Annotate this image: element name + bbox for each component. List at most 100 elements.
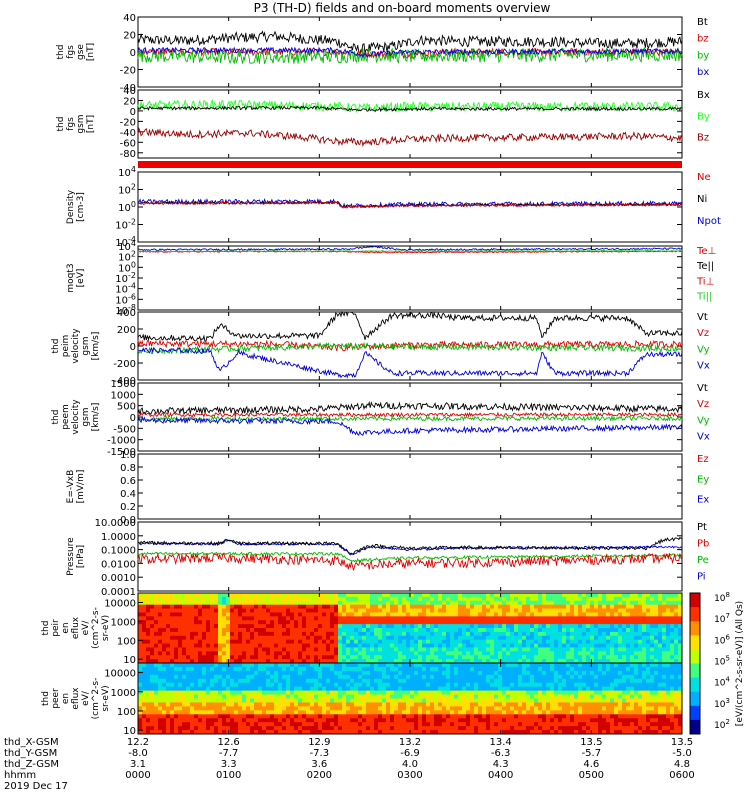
spectrogram-cell xyxy=(450,659,455,664)
spectrogram-cell xyxy=(186,593,191,598)
spectrogram-cell xyxy=(302,616,307,621)
spectrogram-cell xyxy=(214,631,219,637)
spectrogram-cell xyxy=(354,624,359,629)
spectrogram-cell xyxy=(530,655,535,660)
spectrogram-cell xyxy=(578,698,583,703)
spectrogram-cell xyxy=(262,698,267,703)
spectrogram-cell xyxy=(230,620,235,625)
spectrogram-cell xyxy=(614,643,619,648)
spectrogram-cell xyxy=(278,674,283,680)
spectrogram-cell xyxy=(358,666,363,672)
spectrogram-cell xyxy=(566,612,571,617)
spectrogram-cell xyxy=(322,666,327,672)
spectrogram-cell xyxy=(494,714,499,719)
spectrogram-cell xyxy=(482,718,487,723)
spectrogram-cell xyxy=(186,635,191,641)
spectrogram-cell xyxy=(378,620,383,625)
spectrogram-cell xyxy=(550,722,555,727)
spectrogram-cell xyxy=(362,710,367,715)
spectrogram-cell xyxy=(462,608,467,613)
spectrogram-cell xyxy=(470,722,475,727)
spectrogram-cell xyxy=(330,698,335,703)
spectrogram-cell xyxy=(242,690,247,695)
spectrogram-cell xyxy=(322,620,327,625)
spectrogram-cell xyxy=(482,651,487,656)
spectrogram-cell xyxy=(182,639,187,644)
spectrogram-cell xyxy=(242,628,247,633)
spectrogram-cell xyxy=(502,698,507,703)
spectrogram-cell xyxy=(386,659,391,664)
y-axis-label: sr-eV) xyxy=(101,615,111,641)
spectrogram-cell xyxy=(394,718,399,723)
spectrogram-cell xyxy=(606,643,611,648)
spectrogram-cell xyxy=(282,726,287,731)
spectrogram-cell xyxy=(342,616,347,621)
spectrogram-cell xyxy=(334,698,339,703)
spectrogram-cell xyxy=(642,655,647,660)
spectrogram-cell xyxy=(654,655,659,660)
spectrogram-cell xyxy=(310,655,315,660)
spectrogram-cell xyxy=(146,698,151,703)
spectrogram-cell xyxy=(378,678,383,684)
spectrogram-cell xyxy=(618,694,623,699)
spectrogram-cell xyxy=(638,624,643,629)
spectrogram-cell xyxy=(586,678,591,684)
spectrogram-cell xyxy=(602,608,607,613)
spectrogram-cell xyxy=(246,706,251,711)
spectrogram-cell xyxy=(322,659,327,664)
spectrogram-cell xyxy=(634,726,639,731)
y-tick-label: 0.6 xyxy=(120,476,136,487)
spectrogram-cell xyxy=(366,635,371,641)
spectrogram-cell xyxy=(446,682,451,688)
spectrogram-cell xyxy=(382,593,387,598)
spectrogram-cell xyxy=(278,663,283,668)
spectrogram-cell xyxy=(210,718,215,723)
spectrogram-cell xyxy=(582,718,587,723)
spectrogram-cell xyxy=(238,659,243,664)
spectrogram-cell xyxy=(374,718,379,723)
spectrogram-cell xyxy=(426,714,431,719)
spectrogram-cell xyxy=(218,616,223,621)
spectrogram-cell xyxy=(614,593,619,598)
spectrogram-cell xyxy=(418,616,423,621)
spectrogram-cell xyxy=(602,663,607,668)
spectrogram-cell xyxy=(250,631,255,637)
spectrogram-cell xyxy=(594,655,599,660)
spectrogram-cell xyxy=(470,647,475,652)
spectrogram-cell xyxy=(666,608,671,613)
spectrogram-cell xyxy=(390,722,395,727)
spectrogram-cell xyxy=(174,593,179,598)
spectrogram-cell xyxy=(314,600,319,606)
spectrogram-cell xyxy=(394,647,399,652)
spectrogram-cell xyxy=(298,655,303,660)
spectrogram-cell xyxy=(466,718,471,723)
spectrogram-cell xyxy=(566,666,571,672)
spectrogram-cell xyxy=(402,714,407,719)
spectrogram-cell xyxy=(606,718,611,723)
spectrogram-cell xyxy=(438,698,443,703)
spectrogram-cell xyxy=(422,651,427,656)
spectrogram-cell xyxy=(222,706,227,711)
spectrogram-cell xyxy=(154,639,159,644)
spectrogram-cell xyxy=(494,698,499,703)
spectrogram-cell xyxy=(378,726,383,731)
spectrogram-cell xyxy=(282,628,287,633)
spectrogram-cell xyxy=(378,714,383,719)
spectrogram-cell xyxy=(278,596,283,602)
spectrogram-cell xyxy=(646,620,651,625)
spectrogram-cell xyxy=(390,698,395,703)
spectrogram-cell xyxy=(566,620,571,625)
spectrogram-cell xyxy=(334,643,339,648)
spectrogram-cell xyxy=(342,635,347,641)
spectrogram-cell xyxy=(394,674,399,680)
spectrogram-cell xyxy=(362,651,367,656)
spectrogram-cell xyxy=(326,608,331,613)
spectrogram-cell xyxy=(202,674,207,680)
spectrogram-cell xyxy=(354,686,359,692)
spectrogram-cell xyxy=(346,651,351,656)
spectrogram-cell xyxy=(158,670,163,676)
spectrogram-cell xyxy=(226,624,231,629)
spectrogram-cell xyxy=(442,710,447,715)
spectrogram-cell xyxy=(450,706,455,711)
spectrogram-cell xyxy=(614,706,619,711)
